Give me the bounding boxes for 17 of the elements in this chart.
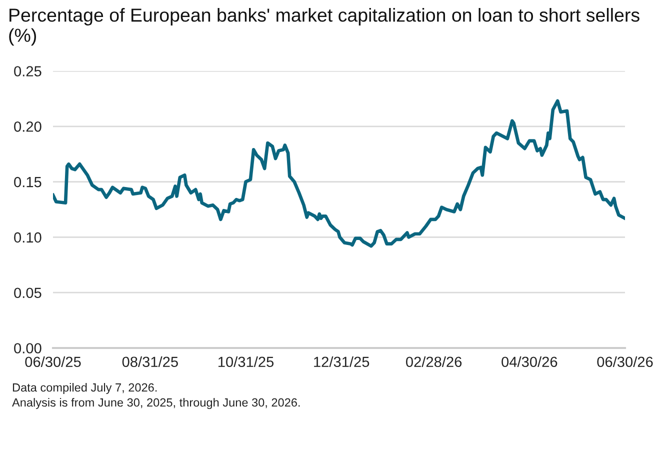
x-tick-label: 08/31/25	[122, 356, 178, 368]
text: Analysis is from June 30, 2025, through June 30, 2026.	[12, 398, 300, 410]
y-tick-label: 0.10	[14, 232, 42, 243]
x-tick-label: 04/30/26	[502, 356, 558, 368]
text: Data compiled July 7, 2026.	[12, 383, 157, 394]
x-tick-label: 06/30/26	[597, 356, 653, 368]
y-tick-label: 0.15	[14, 176, 42, 188]
x-tick-label: 06/30/25	[25, 356, 81, 368]
line-series	[53, 99, 625, 248]
chart-title: Percentage of European banks' market capitalization on loan to short sellers (%)	[9, 8, 640, 46]
y-tick-label: 0.05	[14, 288, 42, 298]
x-tick-label: 02/28/26	[406, 356, 462, 368]
y-tick-label: 0.25	[14, 66, 42, 76]
y-tick-label: 0.20	[14, 122, 42, 132]
y-tick-label: 0.00	[14, 343, 42, 354]
x-tick-label: 12/31/25	[314, 356, 370, 368]
x-tick-label: 10/31/25	[218, 356, 274, 368]
